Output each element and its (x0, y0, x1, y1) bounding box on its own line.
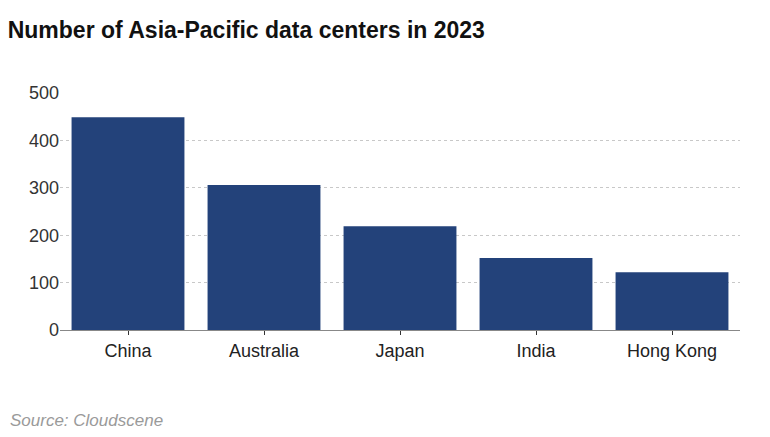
svg-text:300: 300 (29, 178, 59, 198)
svg-text:Japan: Japan (375, 341, 424, 361)
svg-text:500: 500 (29, 83, 59, 103)
svg-text:China: China (104, 341, 152, 361)
svg-text:Australia: Australia (229, 341, 300, 361)
svg-text:0: 0 (49, 320, 59, 340)
svg-text:India: India (516, 341, 556, 361)
svg-text:100: 100 (29, 273, 59, 293)
svg-text:Hong Kong: Hong Kong (627, 341, 717, 361)
svg-text:400: 400 (29, 131, 59, 151)
svg-text:Number of Asia-Pacific data ce: Number of Asia-Pacific data centers in 2… (8, 17, 485, 43)
svg-text:Source: Cloudscene: Source: Cloudscene (10, 411, 163, 430)
svg-text:200: 200 (29, 226, 59, 246)
